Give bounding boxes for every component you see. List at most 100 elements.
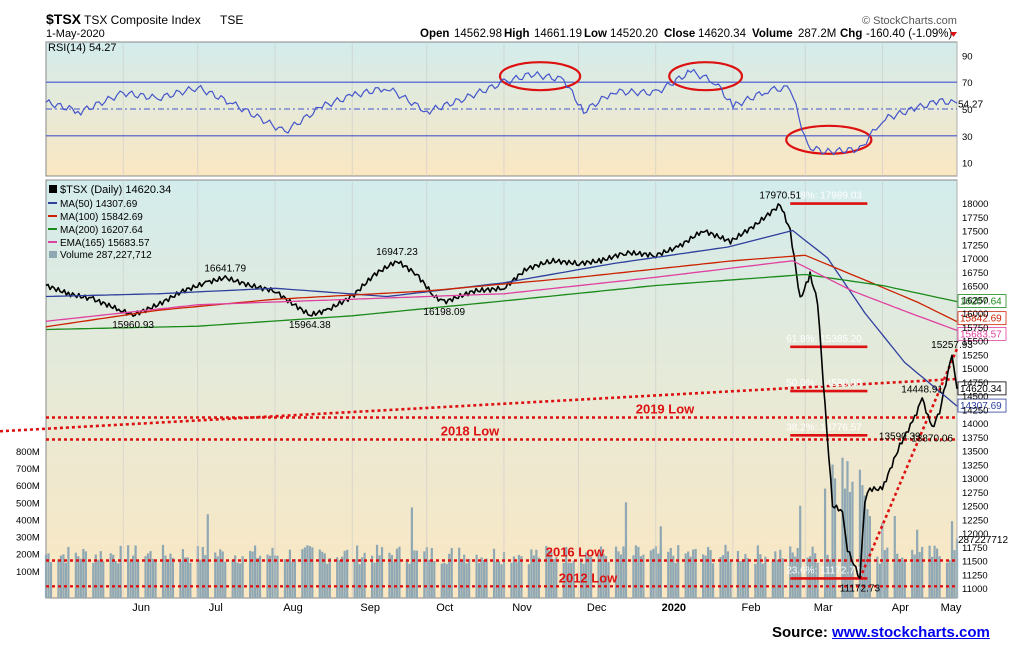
volume-bar [132, 555, 135, 598]
volume-bar [154, 560, 157, 598]
volume-bar [413, 550, 416, 598]
price-tick-label: 15500 [962, 337, 988, 348]
volume-bar [443, 562, 446, 598]
moving-average-line [45, 260, 958, 332]
price-tick-label: 12750 [962, 488, 988, 499]
legend-price: $TSX (Daily) 14620.34 [60, 184, 171, 196]
volume-bar [201, 546, 204, 598]
volume-bar [102, 561, 105, 598]
volume-bar [567, 562, 570, 598]
volume-bar [405, 559, 409, 598]
volume-bar [328, 557, 331, 598]
volume-bar [537, 557, 540, 598]
volume-bar [398, 546, 401, 598]
volume-bar [674, 562, 677, 598]
volume-bar [642, 554, 645, 598]
volume-bar [883, 549, 886, 598]
volume-bar [326, 563, 329, 598]
volume-spike-bar [624, 502, 628, 598]
volume-tick-label: 200M [16, 550, 40, 561]
volume-bar [358, 564, 361, 598]
volume-bar [497, 561, 501, 598]
volume-bar [901, 557, 904, 598]
volume-bar [482, 559, 486, 598]
volume-bar [704, 555, 707, 598]
price-point-label: 11172.73 [840, 583, 881, 594]
volume-bar [781, 558, 784, 598]
volume-bar [82, 548, 85, 598]
volume-bar [288, 549, 292, 598]
x-tick-label: Apr [892, 602, 909, 614]
price-tick-label: 17750 [962, 213, 988, 224]
price-tick-label: 11250 [962, 570, 988, 581]
volume-bar [692, 549, 695, 598]
volume-bar [363, 552, 366, 598]
fib-level-label: 23.6%: 11172.73 [786, 565, 861, 576]
volume-tick-label: 500M [16, 498, 40, 509]
support-level-label: 2018 Low [441, 424, 500, 439]
legend-ma50: MA(50) 14307.69 [60, 199, 138, 210]
volume-bar [283, 559, 287, 598]
volume-bar [756, 545, 759, 598]
volume-bar [224, 561, 227, 598]
rsi-legend: RSI(14) 54.27 [48, 42, 116, 54]
price-point-label: 13870.06 [911, 434, 953, 445]
volume-bar [719, 557, 722, 598]
volume-bar [555, 557, 558, 598]
volume-spike-bar [206, 514, 209, 598]
volume-bar [709, 550, 712, 598]
trendline [0, 377, 958, 433]
volume-bar [169, 553, 172, 598]
volume-bar [77, 556, 80, 598]
volume-bar [268, 555, 272, 598]
price-tick-label: 14500 [962, 392, 988, 403]
volume-bar [199, 559, 202, 598]
volume-bar [241, 556, 244, 598]
volume-value: 287.2M [798, 28, 836, 40]
volume-bar [585, 552, 588, 598]
volume-bar [74, 552, 77, 598]
volume-bar [236, 562, 239, 598]
volume-bar [79, 558, 82, 598]
volume-bar [64, 562, 68, 598]
volume-bar [393, 561, 396, 598]
volume-bar [562, 562, 565, 598]
price-tick-label: 12000 [962, 529, 988, 540]
volume-bar [689, 556, 692, 598]
volume-spike-bar [858, 469, 862, 598]
moving-average-line [45, 273, 958, 331]
price-tick-label: 16000 [962, 309, 988, 320]
chg-label: Chg [840, 28, 862, 40]
volume-bar [796, 547, 799, 598]
volume-bar [445, 563, 448, 598]
volume-bar [216, 556, 219, 598]
price-tick-label: 11750 [962, 543, 988, 554]
volume-bar [776, 559, 779, 598]
price-tick-label: 14000 [962, 419, 988, 430]
volume-bar [948, 560, 951, 598]
x-tick-label: Oct [436, 602, 453, 614]
volume-bar [938, 556, 941, 598]
volume-bar [580, 558, 583, 598]
volume-bar [44, 554, 48, 598]
price-tick-label: 13000 [962, 474, 988, 485]
index-name: TSX Composite Index [84, 13, 201, 27]
volume-bar [711, 563, 715, 598]
volume-bar [931, 556, 934, 598]
volume-bar [599, 546, 603, 598]
volume-spike-bar [659, 526, 662, 598]
x-tick-label: Mar [814, 602, 833, 614]
volume-bar [637, 546, 640, 598]
right-value-label: 14620.34 [960, 384, 1002, 395]
volume-bar [721, 555, 725, 598]
volume-bar [746, 558, 750, 598]
volume-bar [744, 553, 747, 598]
price-point-label: 15257.93 [931, 340, 973, 351]
volume-bar [694, 548, 697, 598]
price-tick-label: 14250 [962, 405, 988, 416]
source-link[interactable]: www.stockcharts.com [832, 624, 990, 641]
volume-spike-bar [868, 516, 871, 598]
rsi-tick-label: 70 [962, 78, 973, 89]
volume-bar [388, 552, 391, 598]
